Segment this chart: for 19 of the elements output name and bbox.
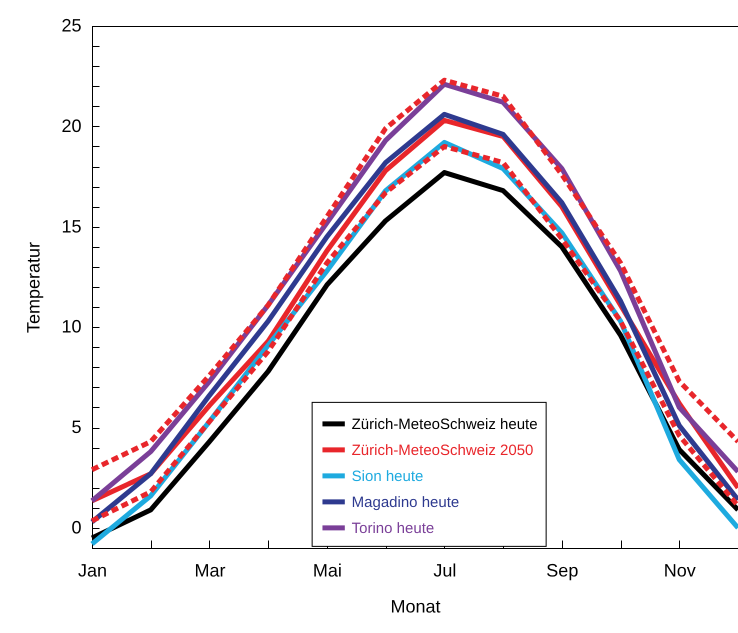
y-tick-label: 20	[61, 116, 82, 136]
legend-label: Sion heute	[352, 468, 424, 485]
legend-label: Zürich-MeteoSchweiz 2050	[352, 442, 534, 459]
legend-label: Magadino heute	[352, 494, 460, 511]
y-tick-label: 5	[71, 417, 82, 438]
x-tick-label: Jul	[433, 560, 456, 580]
x-tick-label: Mai	[312, 560, 342, 580]
legend-label: Torino heute	[352, 520, 434, 537]
x-tick-label: Nov	[664, 560, 696, 580]
legend-label: Zürich-MeteoSchweiz heute	[352, 416, 538, 433]
x-tick-label: Jan	[78, 560, 108, 580]
x-tick-label: Sep	[546, 560, 578, 580]
y-tick-label: 15	[61, 216, 82, 236]
y-axis-title: Temperatur	[23, 242, 44, 334]
y-tick-label: 25	[61, 16, 82, 36]
x-tick-label: Mar	[194, 560, 226, 580]
y-tick-label: 0	[71, 517, 82, 538]
x-axis-title: Monat	[390, 596, 441, 616]
y-tick-label: 10	[61, 316, 82, 337]
